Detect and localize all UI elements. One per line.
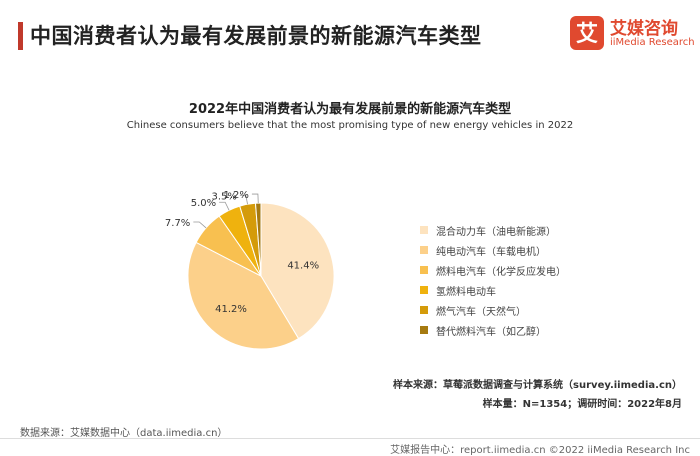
- legend-item-1: 纯电动汽车（车载电机）: [420, 240, 566, 260]
- footer-divider: [0, 438, 700, 439]
- legend-swatch-5: [420, 326, 428, 334]
- chart-title: 2022年中国消费者认为最有发展前景的新能源汽车类型: [188, 102, 512, 117]
- slice-label-5: 1.2%: [224, 190, 249, 201]
- pie-slice-1: [187, 241, 300, 350]
- sample-size: 样本量：N=1354；调研时间：2022年8月: [482, 399, 682, 410]
- legend-item-4: 燃气汽车（天然气）: [420, 300, 566, 320]
- legend-item-3: 氢燃料电动车: [420, 280, 566, 300]
- legend-item-2: 燃料电汽车（化学反应发电）: [420, 260, 566, 280]
- legend-swatch-3: [420, 286, 428, 294]
- legend-swatch-4: [420, 306, 428, 314]
- leader-line-4: [239, 195, 248, 205]
- logo-mark-char: 艾: [576, 22, 598, 47]
- legend-item-0: 混合动力车（油电新能源）: [420, 220, 566, 240]
- legend-label-2: 燃料电汽车（化学反应发电）: [436, 266, 566, 278]
- iimedia-logo: 艾 艾媒咨询 iiMedia Research: [570, 14, 695, 54]
- legend-label-5: 替代燃料汽车（如乙醇）: [436, 326, 546, 338]
- leader-line-5: [251, 193, 259, 204]
- logo-mark-icon: 艾: [570, 16, 604, 50]
- leader-line-3: [219, 201, 230, 211]
- leader-line-2: [193, 221, 207, 229]
- slice-label-4: 3.5%: [211, 191, 236, 202]
- legend-item-5: 替代燃料汽车（如乙醇）: [420, 320, 566, 340]
- slice-label-3: 5.0%: [191, 198, 216, 209]
- copyright: 艾媒报告中心：report.iimedia.cn ©2022 iiMedia R…: [390, 445, 690, 456]
- legend-swatch-1: [420, 246, 428, 254]
- chart-legend: 混合动力车（油电新能源） 纯电动汽车（车载电机） 燃料电汽车（化学反应发电） 氢燃料电…: [420, 220, 566, 340]
- logo-en-text: iiMedia Research: [610, 37, 695, 48]
- slice-label-2: 7.7%: [165, 218, 190, 229]
- legend-label-1: 纯电动汽车（车载电机）: [436, 246, 546, 258]
- slice-label-0: 41.4%: [287, 260, 319, 271]
- data-source: 数据来源：艾媒数据中心（data.iimedia.cn）: [20, 428, 228, 439]
- legend-label-0: 混合动力车（油电新能源）: [436, 226, 556, 238]
- legend-swatch-2: [420, 266, 428, 274]
- title-accent-bar: [18, 22, 23, 50]
- page-title: 中国消费者认为最有发展前景的新能源汽车类型: [30, 24, 482, 48]
- legend-label-3: 氢燃料电动车: [436, 286, 496, 298]
- sample-source: 样本来源：草莓派数据调查与计算系统（survey.iimedia.cn）: [393, 380, 682, 391]
- legend-label-4: 燃气汽车（天然气）: [436, 306, 526, 318]
- slice-label-1: 41.2%: [215, 304, 247, 315]
- pie-slice-0: [260, 202, 335, 340]
- legend-swatch-0: [420, 226, 428, 234]
- chart-subtitle: Chinese consumers believe that the most …: [126, 120, 574, 131]
- logo-cn-text: 艾媒咨询: [610, 19, 678, 39]
